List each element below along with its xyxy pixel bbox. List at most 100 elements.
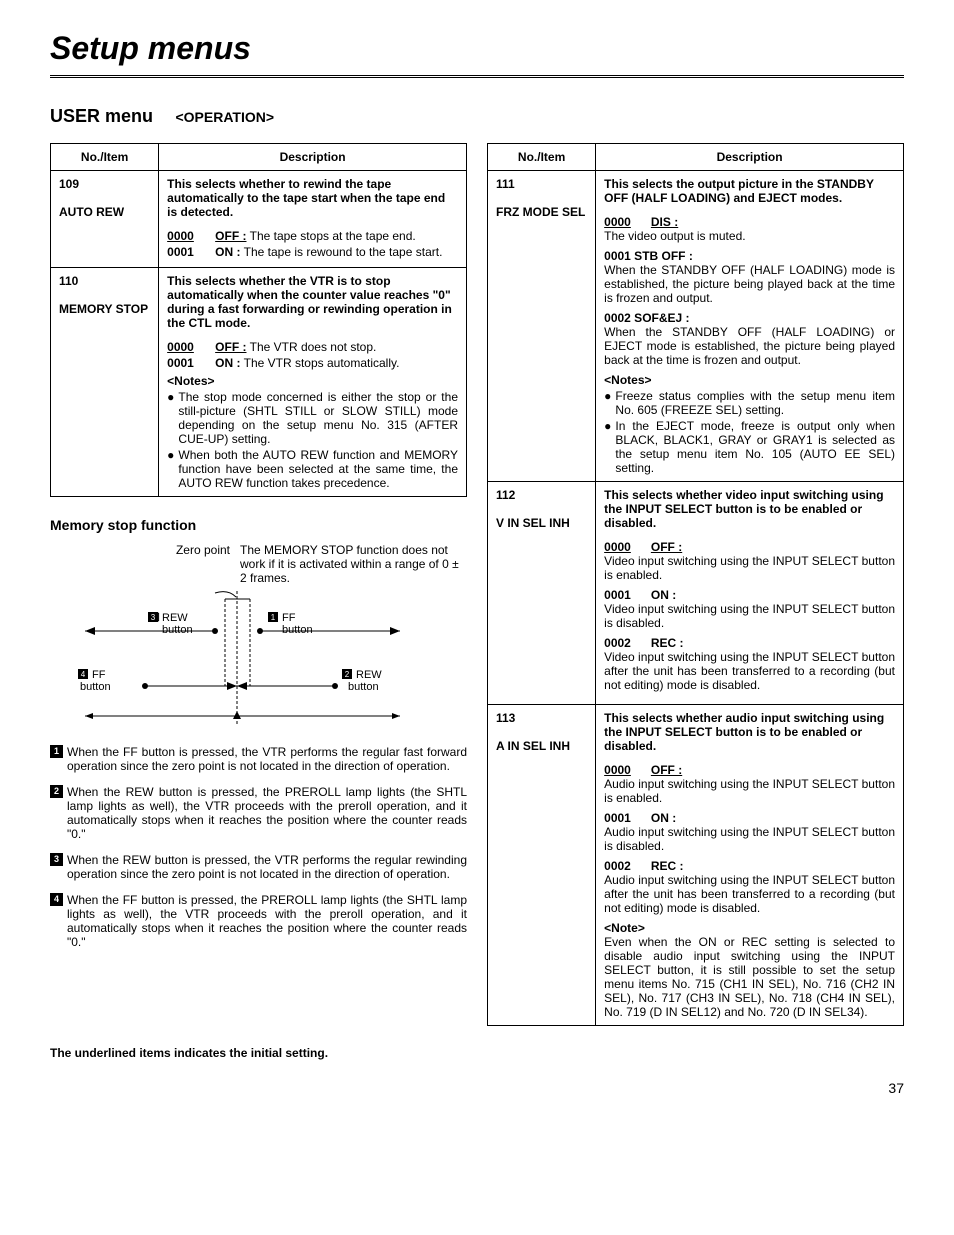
item-no: 112 xyxy=(496,488,587,502)
explanation-list: 1When the FF button is pressed, the VTR … xyxy=(50,745,467,949)
bullet-icon: ● xyxy=(604,389,611,417)
svg-text:4: 4 xyxy=(81,670,86,679)
left-table: No./Item Description 109 AUTO REW This s… xyxy=(50,143,467,497)
svg-text:2: 2 xyxy=(345,670,350,679)
desc-cell: This selects whether to rewind the tape … xyxy=(159,171,467,268)
bullet-icon: ● xyxy=(167,390,174,446)
svg-text:button: button xyxy=(162,624,193,636)
item-no: 110 xyxy=(59,274,150,288)
option-block: 0002 REC : Audio input switching using t… xyxy=(604,859,895,915)
note-item: ●When both the AUTO REW function and MEM… xyxy=(167,448,458,490)
diagram-caption-text: The MEMORY STOP function does not work i… xyxy=(240,543,467,585)
svg-text:button: button xyxy=(80,681,111,693)
item-name: MEMORY STOP xyxy=(59,302,150,316)
opt-code: 0001 xyxy=(167,245,215,259)
explain-item: 2When the REW button is pressed, the PRE… xyxy=(50,785,467,841)
opt-text: ON : The tape is rewound to the tape sta… xyxy=(215,245,458,259)
num-badge-2: 2 xyxy=(50,785,63,798)
page-title: Setup menus xyxy=(50,30,904,78)
svg-text:REW: REW xyxy=(356,669,382,681)
table-header-item: No./Item xyxy=(488,144,596,171)
diagram-caption: Zero point The MEMORY STOP function does… xyxy=(50,543,467,585)
desc-cell: This selects whether the VTR is to stop … xyxy=(159,268,467,497)
item-no: 109 xyxy=(59,177,150,191)
table-header-desc: Description xyxy=(596,144,904,171)
item-cell: 111 FRZ MODE SEL xyxy=(488,171,596,482)
footer-note: The underlined items indicates the initi… xyxy=(50,1046,904,1060)
explain-item: 1When the FF button is pressed, the VTR … xyxy=(50,745,467,773)
option-block: 0001 ON : Video input switching using th… xyxy=(604,588,895,630)
notes-header: <Notes> xyxy=(167,374,458,388)
desc-cell: This selects whether audio input switchi… xyxy=(596,705,904,1026)
memory-diagram: Zero point The MEMORY STOP function does… xyxy=(50,543,467,949)
option-row: 0000 OFF : The tape stops at the tape en… xyxy=(167,229,458,243)
table-header-item: No./Item xyxy=(51,144,159,171)
note-item: ●The stop mode concerned is either the s… xyxy=(167,390,458,446)
note-item: ●In the EJECT mode, freeze is output onl… xyxy=(604,419,895,475)
opt-code: 0000 xyxy=(167,229,215,243)
option-row: 0001 ON : The VTR stops automatically. xyxy=(167,356,458,370)
svg-text:FF: FF xyxy=(282,612,296,624)
desc-cell: This selects whether video input switchi… xyxy=(596,482,904,705)
option-block: 0000 OFF : Video input switching using t… xyxy=(604,540,895,582)
opt-code: 0001 xyxy=(167,356,215,370)
explain-item: 3When the REW button is pressed, the VTR… xyxy=(50,853,467,881)
menu-sub: <OPERATION> xyxy=(175,109,274,125)
memory-stop-diagram-svg: ☐ 3 REW button 1 FF button 4 xyxy=(50,591,450,731)
opt-text: OFF : The VTR does not stop. xyxy=(215,340,458,354)
zero-point-label: Zero point xyxy=(50,543,240,585)
item-cell: 113 A IN SEL INH xyxy=(488,705,596,1026)
explain-item: 4When the FF button is pressed, the PRER… xyxy=(50,893,467,949)
item-cell: 112 V IN SEL INH xyxy=(488,482,596,705)
opt-text: OFF : The tape stops at the tape end. xyxy=(215,229,458,243)
note-text: Even when the ON or REC setting is selec… xyxy=(604,935,895,1019)
desc-intro: This selects the output picture in the S… xyxy=(604,177,895,205)
right-column: No./Item Description 111 FRZ MODE SEL Th… xyxy=(487,143,904,1026)
page-number: 37 xyxy=(50,1080,904,1096)
menu-name: USER menu xyxy=(50,106,153,126)
section-header: USER menu <OPERATION> xyxy=(50,106,904,127)
two-column-layout: No./Item Description 109 AUTO REW This s… xyxy=(50,143,904,1026)
opt-text: ON : The VTR stops automatically. xyxy=(215,356,458,370)
note-header: <Note> xyxy=(604,921,895,935)
item-no: 111 xyxy=(496,177,587,191)
desc-cell: This selects the output picture in the S… xyxy=(596,171,904,482)
table-header-desc: Description xyxy=(159,144,467,171)
option-block: 0002 SOF&EJ : When the STANDBY OFF (HALF… xyxy=(604,311,895,367)
item-name: A IN SEL INH xyxy=(496,739,587,753)
opt-code: 0000 xyxy=(167,340,215,354)
desc-intro: This selects whether to rewind the tape … xyxy=(167,177,458,219)
svg-text:button: button xyxy=(282,624,313,636)
desc-intro: This selects whether the VTR is to stop … xyxy=(167,274,458,330)
num-badge-4: 4 xyxy=(50,893,63,906)
option-block: 0001 STB OFF : When the STANDBY OFF (HAL… xyxy=(604,249,895,305)
desc-intro: This selects whether video input switchi… xyxy=(604,488,895,530)
right-table: No./Item Description 111 FRZ MODE SEL Th… xyxy=(487,143,904,1026)
item-name: AUTO REW xyxy=(59,205,150,219)
svg-text:REW: REW xyxy=(162,612,188,624)
option-block: 0000 OFF : Audio input switching using t… xyxy=(604,763,895,805)
note-item: ●Freeze status complies with the setup m… xyxy=(604,389,895,417)
memory-section-title: Memory stop function xyxy=(50,517,467,533)
svg-text:3: 3 xyxy=(151,613,156,622)
svg-text:1: 1 xyxy=(271,613,276,622)
bullet-icon: ● xyxy=(604,419,611,475)
num-badge-1: 1 xyxy=(50,745,63,758)
option-block: 0002 REC : Video input switching using t… xyxy=(604,636,895,692)
left-column: No./Item Description 109 AUTO REW This s… xyxy=(50,143,467,1026)
item-cell: 109 AUTO REW xyxy=(51,171,159,268)
num-badge-3: 3 xyxy=(50,853,63,866)
notes-header: <Notes> xyxy=(604,373,895,387)
item-no: 113 xyxy=(496,711,587,725)
option-block: 0001 ON : Audio input switching using th… xyxy=(604,811,895,853)
bullet-icon: ● xyxy=(167,448,174,490)
option-block: 0000 DIS : The video output is muted. xyxy=(604,215,895,243)
option-row: 0000 OFF : The VTR does not stop. xyxy=(167,340,458,354)
option-row: 0001 ON : The tape is rewound to the tap… xyxy=(167,245,458,259)
svg-text:FF: FF xyxy=(92,669,106,681)
desc-intro: This selects whether audio input switchi… xyxy=(604,711,895,753)
item-name: FRZ MODE SEL xyxy=(496,205,587,219)
item-cell: 110 MEMORY STOP xyxy=(51,268,159,497)
item-name: V IN SEL INH xyxy=(496,516,587,530)
svg-text:button: button xyxy=(348,681,379,693)
